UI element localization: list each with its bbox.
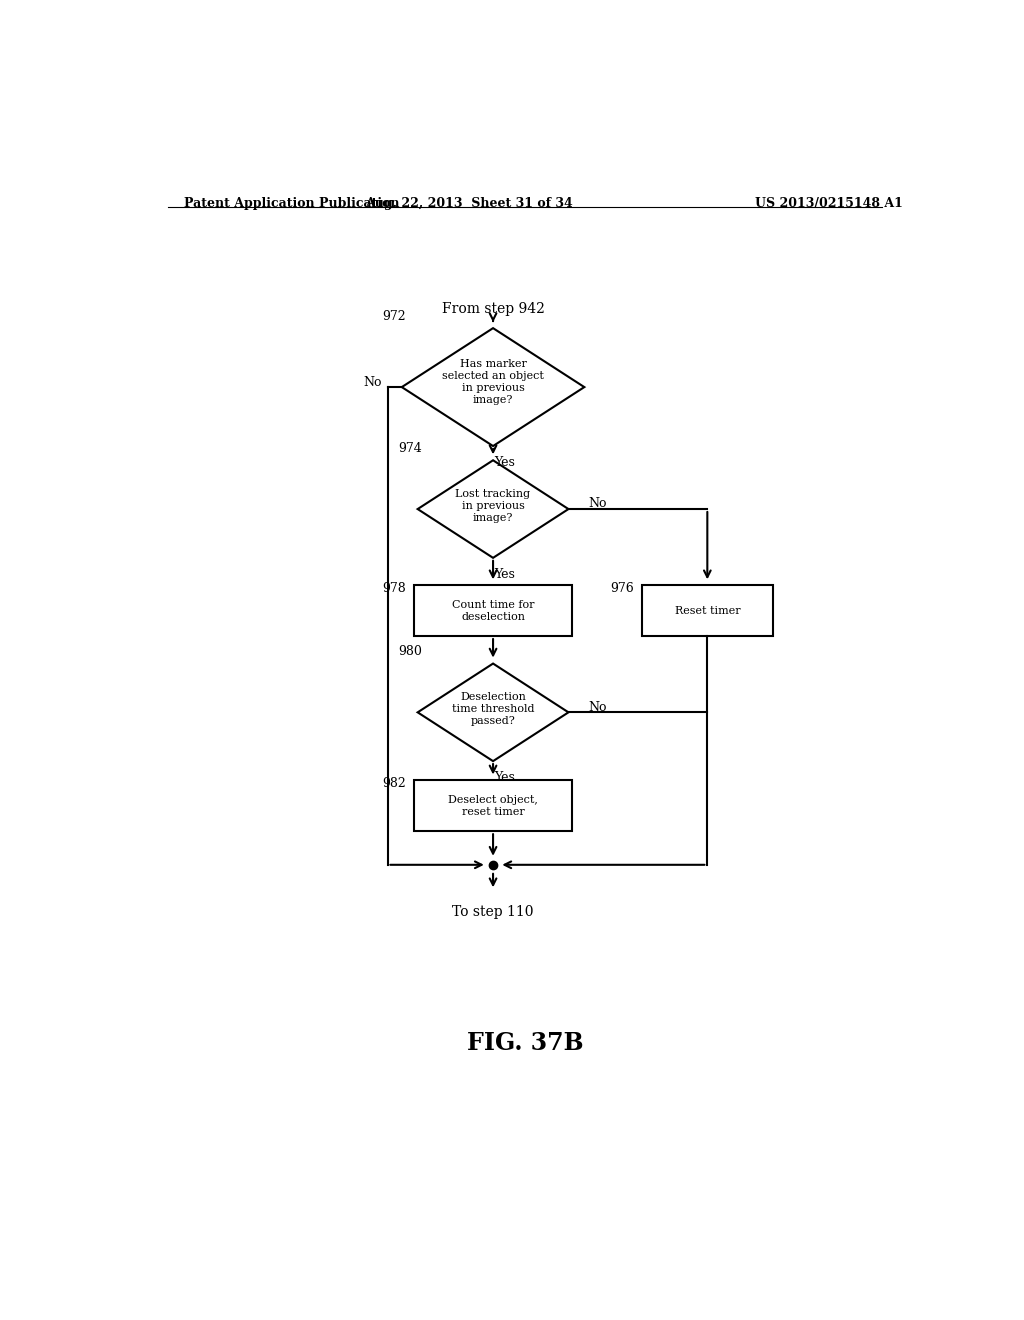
Text: FIG. 37B: FIG. 37B: [467, 1031, 583, 1055]
Text: Count time for
deselection: Count time for deselection: [452, 599, 535, 622]
Text: Deselection
time threshold
passed?: Deselection time threshold passed?: [452, 692, 535, 726]
Text: US 2013/0215148 A1: US 2013/0215148 A1: [755, 197, 903, 210]
Text: Reset timer: Reset timer: [675, 606, 740, 615]
Text: No: No: [588, 498, 607, 511]
Bar: [414, 780, 572, 832]
Text: To step 110: To step 110: [453, 906, 534, 920]
Text: No: No: [588, 701, 607, 714]
Text: Aug. 22, 2013  Sheet 31 of 34: Aug. 22, 2013 Sheet 31 of 34: [366, 197, 573, 210]
Text: Yes: Yes: [495, 457, 515, 469]
Text: 976: 976: [610, 582, 634, 595]
Text: 978: 978: [382, 582, 406, 595]
Text: Patent Application Publication: Patent Application Publication: [183, 197, 399, 210]
Text: 974: 974: [398, 442, 422, 455]
Text: From step 942: From step 942: [441, 302, 545, 315]
Text: Lost tracking
in previous
image?: Lost tracking in previous image?: [456, 488, 530, 523]
Text: Deselect object,
reset timer: Deselect object, reset timer: [449, 795, 538, 817]
Text: Has marker
selected an object
in previous
image?: Has marker selected an object in previou…: [442, 359, 544, 405]
Text: Yes: Yes: [495, 568, 515, 581]
Bar: [642, 585, 773, 636]
Bar: [414, 585, 572, 636]
Text: Yes: Yes: [495, 771, 515, 784]
Text: 980: 980: [397, 645, 422, 659]
Text: 982: 982: [382, 777, 406, 791]
Text: 972: 972: [382, 310, 406, 323]
Text: No: No: [364, 375, 382, 388]
